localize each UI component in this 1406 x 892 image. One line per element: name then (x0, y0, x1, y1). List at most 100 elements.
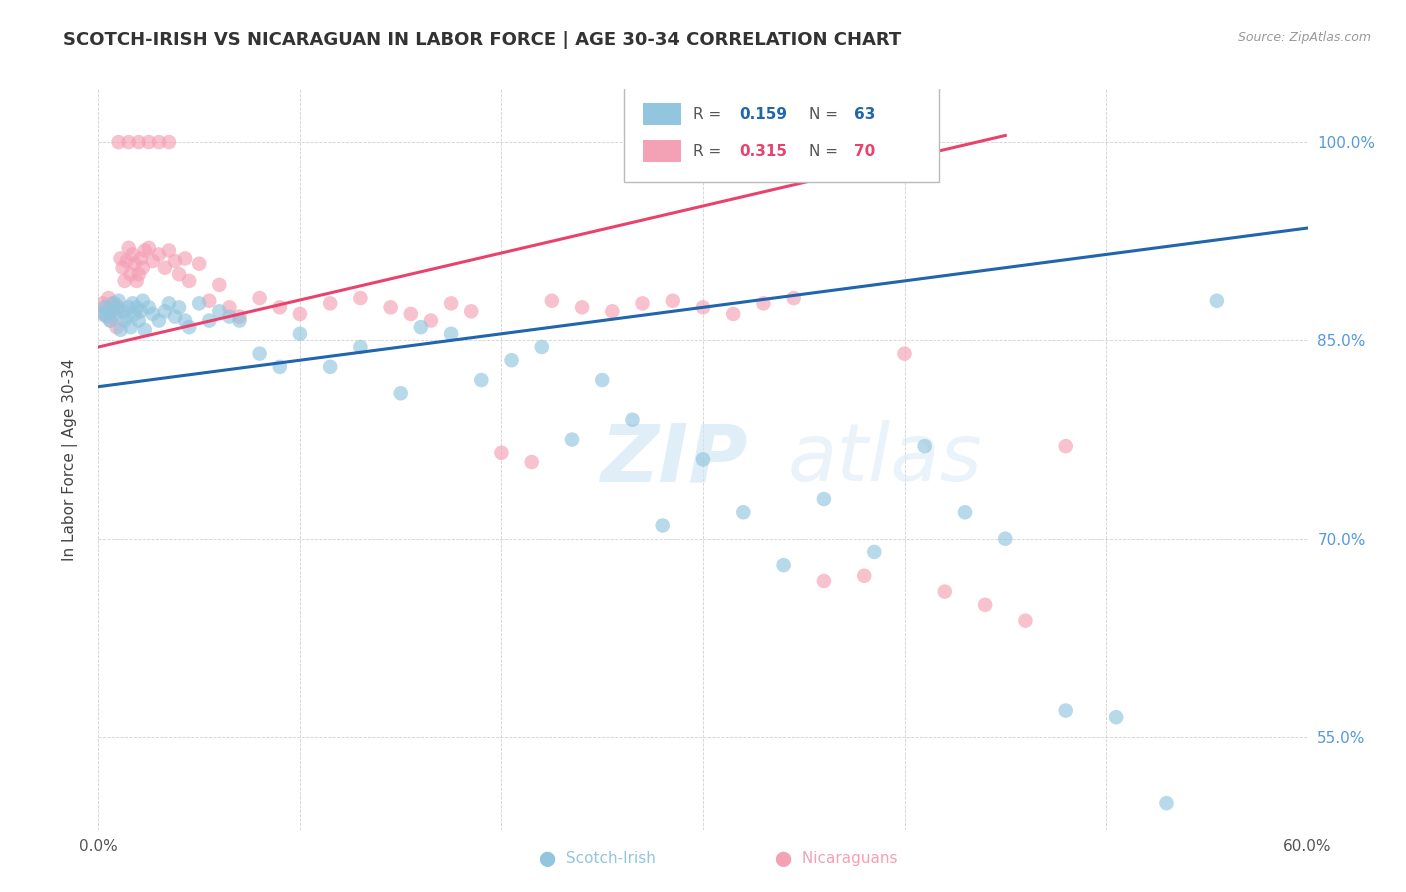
Point (319, 359, 342, 374)
Point (110, 252, 132, 266)
Point (118, 241, 141, 255)
Point (249, 346, 271, 360)
Text: 0.315: 0.315 (740, 144, 787, 159)
Point (120, 268, 142, 282)
Point (853, 568, 876, 582)
Point (96, 310, 118, 324)
Point (120, 320, 142, 334)
Point (138, 241, 160, 255)
Text: 0.159: 0.159 (740, 107, 787, 122)
Point (974, 598, 997, 612)
Point (138, 301, 160, 315)
Point (319, 296, 342, 310)
Point (107, 135, 129, 149)
Point (124, 257, 146, 271)
Point (420, 313, 443, 327)
Point (124, 307, 146, 321)
Point (103, 307, 125, 321)
Point (153, 304, 176, 318)
Point (163, 310, 186, 324)
Point (228, 313, 250, 327)
Point (380, 301, 402, 315)
Point (111, 260, 134, 275)
Point (132, 260, 155, 275)
Point (409, 320, 432, 334)
Point (470, 373, 492, 387)
Point (288, 307, 311, 321)
Point (602, 304, 624, 318)
Point (440, 326, 463, 341)
Point (163, 254, 186, 268)
Point (100, 313, 122, 327)
Point (110, 323, 132, 337)
Point (269, 301, 291, 315)
Point (863, 545, 886, 559)
Point (129, 304, 152, 318)
Point (91, 296, 114, 310)
Text: 70: 70 (855, 144, 876, 159)
Point (460, 304, 482, 318)
Point (121, 247, 143, 261)
Point (157, 244, 180, 258)
Point (121, 296, 143, 310)
Point (198, 313, 221, 327)
Point (100, 313, 122, 327)
Point (1054, 439, 1077, 453)
Point (132, 293, 155, 308)
Point (103, 296, 125, 310)
Point (128, 313, 150, 327)
Point (179, 274, 201, 288)
Point (692, 452, 714, 467)
Point (138, 135, 160, 149)
Text: SCOTCH-IRISH VS NICARAGUAN IN LABOR FORCE | AGE 30-34 CORRELATION CHART: SCOTCH-IRISH VS NICARAGUAN IN LABOR FORC… (63, 31, 901, 49)
Point (530, 340, 553, 354)
Point (148, 313, 170, 327)
Point (101, 304, 124, 318)
Point (93, 301, 115, 315)
Point (1014, 614, 1036, 628)
Point (1206, 293, 1229, 308)
Point (101, 296, 124, 310)
Text: atlas: atlas (787, 420, 983, 499)
Point (115, 254, 138, 268)
Point (1105, 710, 1128, 724)
Point (269, 359, 291, 374)
Point (188, 296, 211, 310)
Y-axis label: In Labor Force | Age 30-34: In Labor Force | Age 30-34 (62, 358, 77, 561)
Text: N =: N = (810, 107, 844, 122)
Point (107, 293, 129, 308)
Point (228, 310, 250, 324)
Point (733, 505, 755, 519)
Point (153, 260, 176, 275)
Text: R =: R = (693, 144, 727, 159)
Point (783, 291, 806, 305)
Point (914, 439, 936, 453)
Text: N =: N = (810, 144, 844, 159)
Point (167, 301, 190, 315)
Point (142, 254, 165, 268)
Point (540, 293, 562, 308)
Point (134, 244, 156, 258)
Point (96, 301, 118, 315)
Point (118, 301, 141, 315)
Point (91, 307, 114, 321)
FancyBboxPatch shape (624, 87, 939, 182)
Text: ⬤  Nicaraguans: ⬤ Nicaraguans (775, 851, 898, 867)
Point (128, 135, 150, 149)
Point (501, 353, 523, 368)
Text: ZIP: ZIP (600, 420, 748, 499)
Point (571, 301, 593, 315)
Point (142, 307, 165, 321)
Point (148, 135, 170, 149)
Point (349, 340, 371, 354)
Point (125, 274, 148, 288)
Point (105, 320, 128, 334)
Point (97, 304, 120, 318)
Point (631, 296, 654, 310)
Point (1156, 796, 1178, 810)
Point (994, 532, 1017, 546)
Point (1054, 704, 1077, 718)
Point (114, 274, 136, 288)
Point (813, 574, 835, 588)
Point (953, 505, 976, 519)
